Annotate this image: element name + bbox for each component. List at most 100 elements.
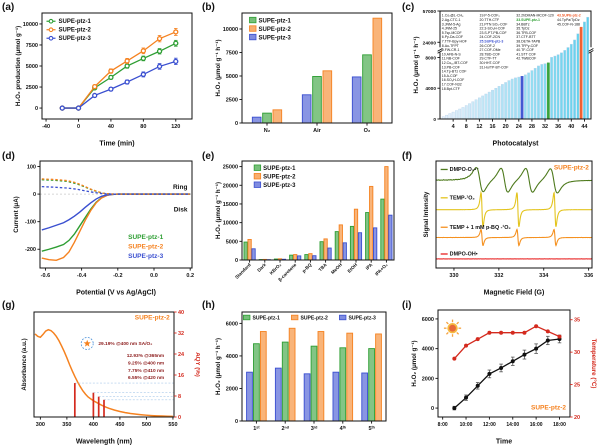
bar	[452, 112, 454, 119]
x-tick-label: -0.6	[41, 273, 50, 279]
legend-swatch	[254, 165, 261, 171]
bar	[459, 109, 461, 119]
annotation-text: 12.93% @365nm	[127, 353, 164, 359]
x-tick-label: -0.4	[77, 273, 87, 279]
marker	[557, 335, 561, 339]
legend-swatch	[254, 173, 261, 179]
marker	[522, 353, 526, 357]
rank-legend-entry: 45.COF-N-188	[557, 22, 580, 26]
marker	[141, 72, 145, 76]
legend-swatch	[250, 17, 257, 23]
x-tick-label: 36	[555, 124, 561, 130]
epr-trace	[436, 229, 592, 245]
x-tick-label: 16	[489, 124, 495, 130]
y-tick-label: 6000	[422, 317, 434, 323]
bar	[485, 94, 487, 119]
panel-letter: (g)	[2, 300, 15, 311]
bar	[302, 95, 311, 123]
bar	[488, 92, 490, 119]
y-tick-label: 7500	[26, 43, 38, 49]
x-tick-label: 300	[36, 422, 45, 428]
marker	[109, 75, 113, 79]
marker	[174, 41, 178, 45]
marker	[546, 338, 550, 342]
annotation-text: 6.55% @420 nm	[128, 375, 164, 381]
series-layer	[436, 168, 592, 259]
x-tick-label: 80	[140, 124, 146, 130]
rank-legend-entry: 42.TWBCOF	[516, 57, 536, 61]
x-tick-label: 32	[542, 124, 548, 130]
legend-label: SUPE-ptz-2	[300, 315, 328, 321]
y-axis-label: H₂O₂ production (μmol g⁻¹)	[15, 26, 22, 106]
marker	[499, 366, 503, 370]
bar	[339, 225, 342, 260]
annotation-text: 29.19% @400 nm SA/O₂	[98, 341, 152, 347]
y-tick-label: 4000	[425, 86, 436, 92]
bar	[318, 332, 324, 421]
legend-swatch	[49, 19, 53, 23]
bar	[518, 77, 520, 119]
series-layer	[452, 324, 561, 410]
bar	[304, 374, 310, 421]
bar	[475, 100, 477, 119]
line-series	[454, 339, 559, 408]
series-layer	[40, 179, 192, 260]
bar	[531, 71, 533, 119]
line-series	[62, 32, 176, 108]
bar	[252, 117, 261, 123]
bar	[313, 76, 322, 123]
annotation-text: Ring	[173, 184, 187, 191]
x-tick-label: p-BQ	[301, 262, 313, 274]
bar	[385, 167, 388, 260]
marker	[476, 384, 480, 388]
bar	[376, 334, 382, 421]
bar	[511, 79, 513, 119]
series-layer	[244, 167, 392, 260]
x-tick-label: N₂	[264, 128, 271, 134]
bar	[449, 114, 451, 119]
marker	[487, 331, 491, 335]
curve	[42, 194, 190, 260]
bar	[524, 75, 526, 119]
x-tick-label: MeOH	[330, 262, 343, 275]
y-axis-label: H₂O₂ (μmol g⁻¹ h⁻¹)	[215, 39, 222, 96]
bar	[508, 81, 510, 119]
legend-label: SUPE-ptz-2	[128, 244, 163, 251]
bar	[273, 110, 282, 123]
aqy-bar	[98, 397, 100, 417]
annotation-text: 7.75% @410 nm	[128, 368, 164, 374]
marker	[499, 331, 503, 335]
y2-tick-label: 32	[178, 331, 184, 337]
bar	[534, 68, 536, 119]
x-tick-label: IPA+O₂	[374, 262, 389, 277]
bar	[445, 115, 447, 119]
y-tick-label: 20000	[223, 183, 238, 189]
marker	[125, 64, 129, 68]
legend-label: SUPE-ptz-1	[128, 234, 163, 241]
marker	[76, 106, 80, 110]
y2-tick-label: 0	[178, 415, 181, 421]
y-tick-label: 8000	[425, 55, 436, 61]
x-tick-label: KBrO₃	[269, 262, 283, 276]
legend-swatch	[250, 26, 257, 32]
bar	[381, 199, 384, 260]
marker	[476, 337, 480, 341]
legend-label: SUPE-ptz-1	[59, 19, 92, 25]
bar	[350, 226, 353, 260]
aqy-bar	[103, 400, 105, 417]
bar	[495, 88, 497, 119]
x-tick-label: 400	[89, 422, 98, 428]
bar	[333, 372, 339, 421]
marker	[109, 69, 113, 73]
bar	[373, 228, 376, 260]
bar	[481, 96, 483, 119]
bar	[297, 256, 300, 260]
y-tick-label: 2000	[226, 386, 238, 392]
